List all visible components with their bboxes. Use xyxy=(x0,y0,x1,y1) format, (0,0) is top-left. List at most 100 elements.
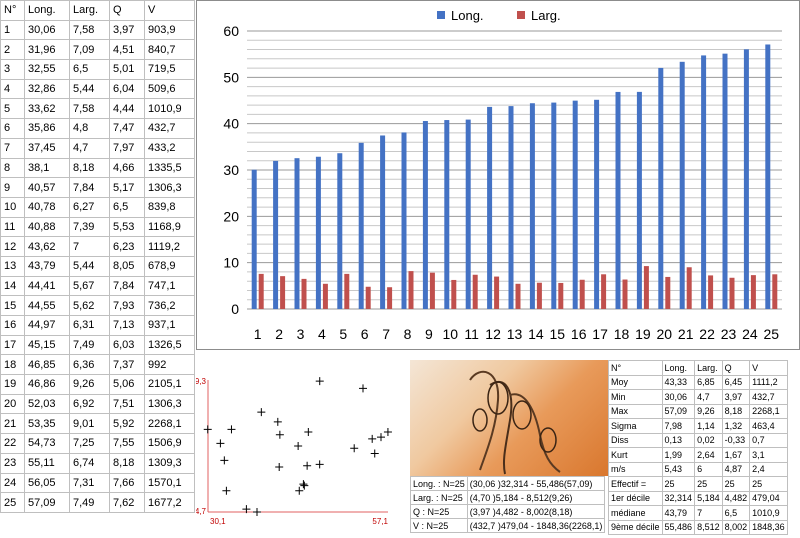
table-cell: 3 xyxy=(0,59,25,80)
table-cell: 6,5 xyxy=(109,196,145,218)
bar-larg xyxy=(601,274,607,309)
stats-row: Diss 0,13 0,02 -0,33 0,7 xyxy=(608,432,788,448)
stats-row: Sigma 7,98 1,14 1,32 463,4 xyxy=(608,418,788,434)
table-cell: 24 xyxy=(0,472,25,494)
table-cell: 2268,1 xyxy=(144,413,195,435)
table-cell: 719,5 xyxy=(144,59,195,80)
bar-long xyxy=(722,53,728,310)
table-cell: 7,84 xyxy=(69,177,110,198)
microscope-photo xyxy=(410,360,608,476)
table-cell: 20 xyxy=(0,393,25,415)
summary-cell: Long. : N=25 xyxy=(410,476,468,491)
table-cell: 1326,5 xyxy=(144,334,195,356)
stats-cell: 7 xyxy=(694,505,723,521)
bar-larg xyxy=(472,274,478,309)
scatter-point xyxy=(275,462,284,471)
summary-cell: Larg. : N=25 xyxy=(410,490,468,505)
table-cell: 56,05 xyxy=(24,472,70,494)
statistics-table: N° Long. Larg. Q V Moy 43,33 6,85 6,45 1111,2 Min 3… xyxy=(608,360,788,535)
stats-cell: Kurt xyxy=(608,447,663,463)
table-cell: 5,67 xyxy=(69,275,110,297)
x-tick-label: 12 xyxy=(485,326,501,342)
stats-cell: 25 xyxy=(749,476,788,492)
bar-larg xyxy=(494,276,500,309)
table-row: 18 46,85 6,36 7,37 992 xyxy=(0,354,195,376)
measurements-table: N° Long. Larg. Q V 1 30,06 7,58 3,97 903,9 2 31,96 7… xyxy=(0,0,195,513)
bar-long xyxy=(572,100,578,309)
table-cell: 33,62 xyxy=(24,98,70,120)
table-cell: 23 xyxy=(0,452,25,474)
summary-row: Long. : N=25 (30,06 )32,314 - 55,486(57,0… xyxy=(410,476,606,491)
scatter-point xyxy=(295,486,304,495)
table-row: 11 40,88 7,39 5,53 1168,9 xyxy=(0,216,195,238)
bar-larg xyxy=(322,283,328,309)
stats-cell: 25 xyxy=(721,476,751,492)
stats-cell: 1er décile xyxy=(608,490,663,506)
stats-cell: 432,7 xyxy=(749,389,788,405)
table-cell: 2105,1 xyxy=(144,374,195,395)
table-cell: 7,58 xyxy=(69,98,110,120)
table-cell: 5,44 xyxy=(69,78,110,100)
stats-cell: 1848,36 xyxy=(749,519,788,535)
x-tick-label: 10 xyxy=(443,326,459,342)
x-tick-label: 3 xyxy=(297,326,305,342)
stats-cell: N° xyxy=(608,360,663,376)
table-cell: 8,05 xyxy=(109,255,145,277)
stats-cell: 0,02 xyxy=(694,432,723,448)
table-cell: 1570,1 xyxy=(144,472,195,494)
table-cell: 7,09 xyxy=(69,39,110,61)
scatter-point xyxy=(203,425,212,434)
table-cell: 12 xyxy=(0,236,25,257)
stats-row: Kurt 1,99 2,64 1,67 3,1 xyxy=(608,447,788,463)
table-cell: Larg. xyxy=(69,0,110,21)
table-cell: 6,74 xyxy=(69,452,110,474)
table-cell: 22 xyxy=(0,433,25,454)
stats-cell: médiane xyxy=(608,505,663,521)
table-header-row: N° Long. Larg. Q V xyxy=(0,0,195,21)
table-cell: 55,11 xyxy=(24,452,70,474)
table-cell: Long. xyxy=(24,0,70,21)
scatter-point xyxy=(350,444,359,453)
bar-long xyxy=(401,132,407,309)
table-cell: 46,85 xyxy=(24,354,70,376)
table-row: 2 31,96 7,09 4,51 840,7 xyxy=(0,39,195,61)
table-row: 17 45,15 7,49 6,03 1326,5 xyxy=(0,334,195,356)
table-cell: 7,31 xyxy=(69,472,110,494)
table-cell: 10 xyxy=(0,196,25,218)
table-cell: 14 xyxy=(0,275,25,297)
x-tick-label: 18 xyxy=(614,326,630,342)
table-cell: 4,66 xyxy=(109,157,145,179)
stats-row: m/s 5,43 6 4,87 2,4 xyxy=(608,461,788,477)
table-cell: 15 xyxy=(0,295,25,316)
stats-cell: 0,7 xyxy=(749,432,788,448)
scatter-plot: 9,3 4,730,1 57,1 xyxy=(195,377,392,526)
stats-cell: 1,14 xyxy=(694,418,723,434)
table-cell: 6,5 xyxy=(69,59,110,80)
stats-cell: 479,04 xyxy=(749,490,788,506)
table-cell: 7,55 xyxy=(109,433,145,454)
table-cell: 5,06 xyxy=(109,374,145,395)
y-tick-label: 30 xyxy=(223,162,239,178)
stats-cell: Max xyxy=(608,403,663,419)
table-row: 22 54,73 7,25 7,55 1506,9 xyxy=(0,433,195,454)
summary-row: Q : N=25 (3,97 )4,482 - 8,002(8,18) xyxy=(410,504,606,519)
table-cell: 44,41 xyxy=(24,275,70,297)
scatter-point xyxy=(315,460,324,469)
bar-larg xyxy=(344,273,350,309)
stats-cell: Min xyxy=(608,389,663,405)
table-cell: 1506,9 xyxy=(144,433,195,454)
stats-cell: Q xyxy=(721,360,751,376)
table-cell: 1306,3 xyxy=(144,393,195,415)
scatter-point xyxy=(368,434,377,443)
bar-long xyxy=(636,91,642,309)
stats-row: Min 30,06 4,7 3,97 432,7 xyxy=(608,389,788,405)
bar-larg xyxy=(408,271,414,309)
stats-row: Moy 43,33 6,85 6,45 1111,2 xyxy=(608,374,788,390)
stats-row: Effectif = 25 25 25 25 xyxy=(608,476,788,492)
bar-chart-panel: 0 10 20 30 40 50 60 1 2 3 4 5 6 7 8 9 10 11 12 13 14 15 16 17 18… xyxy=(196,0,800,350)
table-row: 7 37,45 4,7 7,97 433,2 xyxy=(0,137,195,159)
table-row: 24 56,05 7,31 7,66 1570,1 xyxy=(0,472,195,494)
x-tick-label: 4 xyxy=(318,326,326,342)
bar-long xyxy=(465,119,471,310)
